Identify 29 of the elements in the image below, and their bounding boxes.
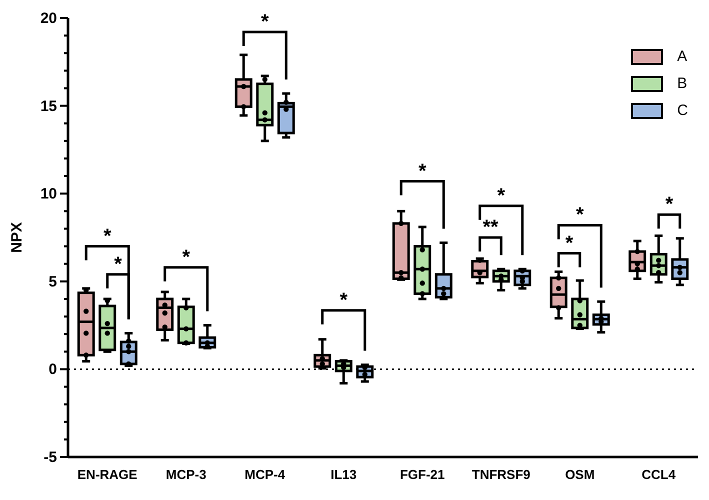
y-tick-label: 5 bbox=[48, 273, 57, 290]
annotation: * bbox=[418, 160, 426, 182]
y-axis-title: NPX bbox=[8, 222, 26, 253]
y-tick-label: 0 bbox=[48, 361, 57, 378]
annotation: * bbox=[114, 253, 122, 276]
y-tick-label: -5 bbox=[44, 449, 57, 466]
annotation: * bbox=[665, 194, 674, 216]
x-tick-label: TNFRSF9 bbox=[472, 467, 530, 482]
annotation: ** bbox=[482, 216, 498, 238]
annotation: * bbox=[103, 225, 112, 248]
legend-label: B bbox=[677, 75, 688, 92]
annotation: * bbox=[576, 204, 584, 226]
x-tick-label: OSM bbox=[565, 467, 595, 482]
annotation: * bbox=[182, 246, 190, 268]
x-tick-label: CCL4 bbox=[642, 467, 676, 482]
annotation: * bbox=[565, 232, 574, 254]
x-tick-label: MCP-4 bbox=[244, 467, 286, 482]
x-tick-label: FGF-21 bbox=[400, 467, 445, 482]
annotation: * bbox=[260, 11, 269, 34]
x-tick-label: IL13 bbox=[330, 467, 357, 482]
x-tick-label: EN-RAGE bbox=[77, 467, 138, 482]
annotation: * bbox=[340, 289, 348, 312]
y-tick-label: 15 bbox=[40, 98, 57, 115]
legend-label: C bbox=[677, 102, 688, 119]
y-tick-label: 20 bbox=[40, 10, 57, 27]
legend-label: A bbox=[677, 48, 688, 65]
annotation: * bbox=[497, 184, 506, 207]
x-tick-label: MCP-3 bbox=[166, 467, 206, 482]
y-tick-label: 10 bbox=[40, 186, 57, 203]
